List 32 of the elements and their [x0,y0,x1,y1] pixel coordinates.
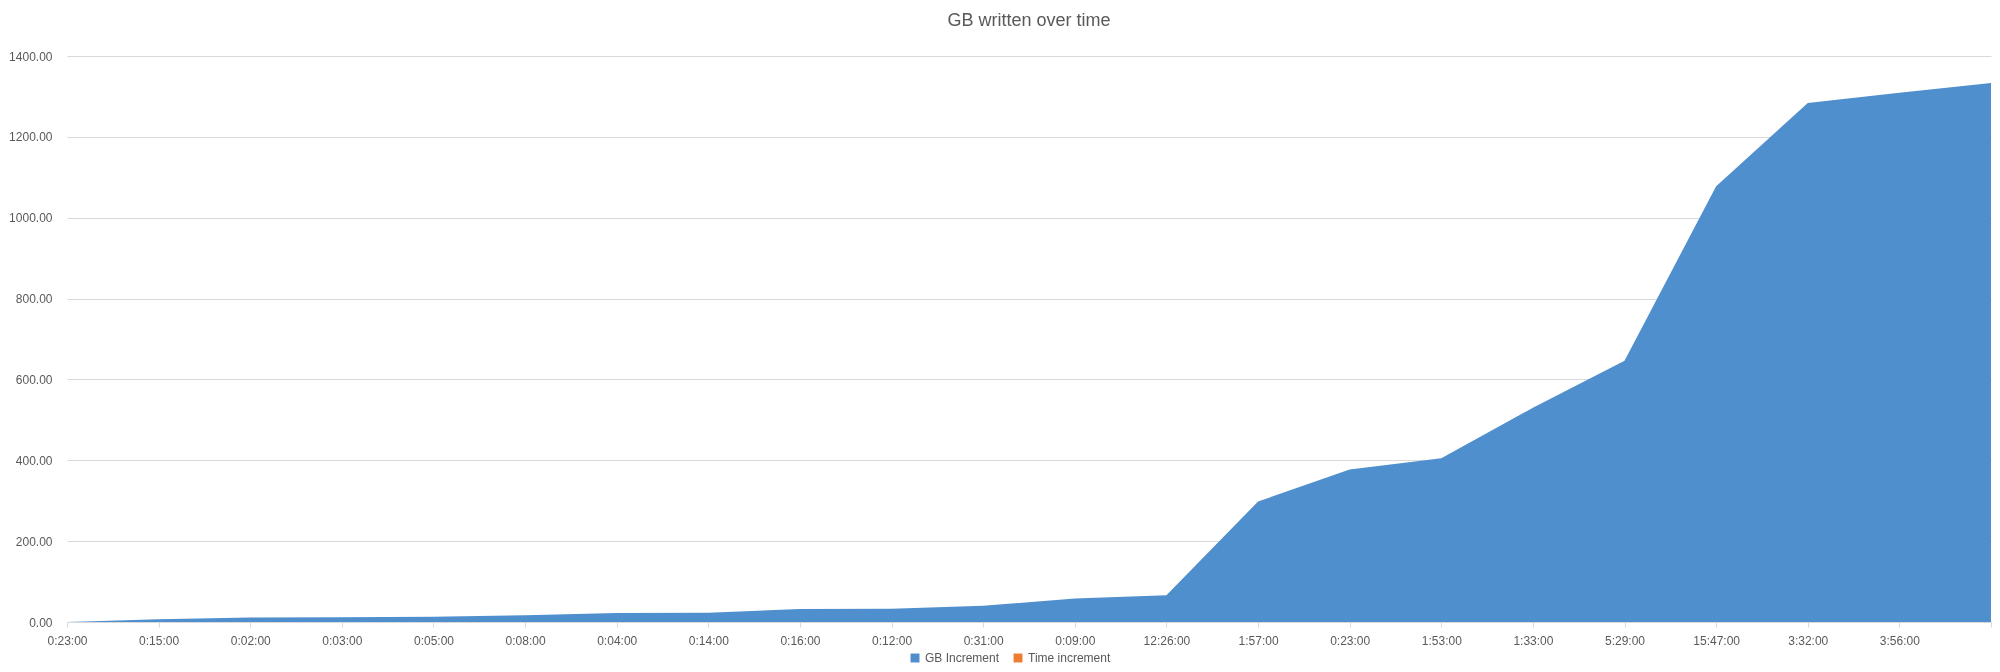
y-tick-label: 200.00 [15,534,53,549]
x-tick-label: 0:04:00 [597,633,638,648]
x-tick-label: 0:12:00 [872,633,913,648]
x-tick-label: 0:15:00 [139,633,180,648]
chart-title: GB written over time [947,10,1111,30]
x-tick-label: 3:32:00 [1788,633,1829,648]
legend-label: Time increment [1028,651,1111,665]
y-tick-label: 400.00 [15,453,53,468]
x-tick-label: 0:02:00 [230,633,272,648]
x-tick-label: 0:23:00 [47,633,88,648]
x-tick-label: 0:03:00 [322,633,363,648]
y-tick-label: 1200.00 [9,130,53,145]
x-tick-label: 12:26:00 [1143,633,1191,648]
x-tick-label: 3:56:00 [1879,633,1921,648]
x-tick-label: 0:05:00 [413,633,455,648]
x-tick-label: 1:53:00 [1421,633,1463,648]
y-tick-label: 800.00 [15,292,53,307]
x-tick-label: 1:33:00 [1513,633,1554,648]
x-tick-label: 0:31:00 [963,633,1005,648]
x-tick-label: 0:09:00 [1055,633,1096,648]
y-tick-label: 600.00 [15,372,53,387]
x-tick-label: 15:47:00 [1693,633,1741,648]
x-tick-label: 0:08:00 [505,633,546,648]
x-tick-label: 1:57:00 [1238,633,1279,648]
y-tick-label: 1400.00 [9,49,53,64]
y-tick-label: 1000.00 [9,211,53,226]
x-tick-label: 5:29:00 [1605,633,1646,648]
legend-label: GB Increment [925,651,1000,665]
y-tick-label: 0.00 [29,615,53,630]
x-tick-label: 0:14:00 [688,633,730,648]
x-tick-label: 0:16:00 [780,633,821,648]
x-tick-label: 0:23:00 [1330,633,1371,648]
